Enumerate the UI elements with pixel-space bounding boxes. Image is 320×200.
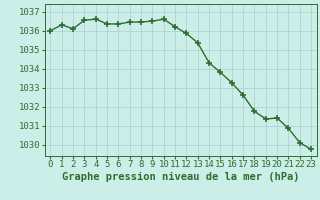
X-axis label: Graphe pression niveau de la mer (hPa): Graphe pression niveau de la mer (hPa) (62, 172, 300, 182)
